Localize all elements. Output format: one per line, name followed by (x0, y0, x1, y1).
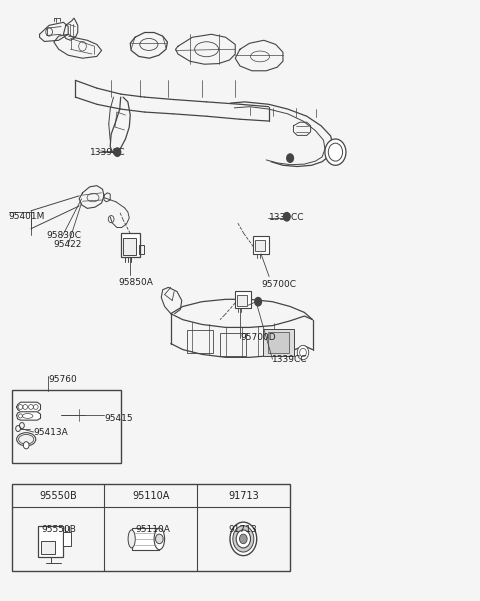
Polygon shape (17, 402, 40, 412)
Bar (122, 238, 136, 255)
Circle shape (283, 213, 290, 221)
Text: 95110A: 95110A (132, 490, 169, 501)
Bar (237, 295, 247, 306)
Bar (220, 333, 246, 356)
Bar (63, 532, 71, 546)
Bar (12, 390, 120, 463)
Text: 95830C: 95830C (47, 231, 82, 240)
Text: 95550B: 95550B (41, 525, 76, 534)
Circle shape (287, 154, 293, 162)
Ellipse shape (19, 435, 34, 444)
Text: 95550B: 95550B (39, 490, 77, 501)
Circle shape (24, 442, 29, 449)
Circle shape (230, 522, 257, 556)
Text: 95413A: 95413A (34, 427, 69, 436)
Text: 95110A: 95110A (135, 525, 170, 534)
Text: 95700D: 95700D (240, 333, 276, 342)
Text: 95401M: 95401M (9, 212, 45, 221)
Polygon shape (17, 412, 40, 420)
Circle shape (156, 534, 163, 544)
Circle shape (233, 526, 254, 552)
Text: 1339CC: 1339CC (269, 213, 304, 222)
Circle shape (240, 534, 247, 544)
Text: 91713: 91713 (228, 490, 259, 501)
Text: 95700C: 95700C (262, 281, 297, 290)
Bar (38, 526, 63, 557)
Bar (12, 484, 289, 571)
Bar (40, 541, 55, 554)
Text: 95850A: 95850A (118, 278, 153, 287)
Ellipse shape (17, 433, 36, 446)
Text: 95422: 95422 (53, 240, 81, 249)
Bar (253, 236, 269, 254)
Bar (268, 332, 289, 353)
Text: 1339CC: 1339CC (90, 148, 125, 157)
Ellipse shape (128, 530, 135, 548)
Text: 91713: 91713 (228, 525, 257, 534)
Text: 95415: 95415 (104, 415, 132, 424)
Circle shape (236, 530, 251, 548)
Circle shape (297, 346, 309, 360)
Bar (132, 528, 159, 550)
Bar (187, 330, 213, 353)
Circle shape (325, 139, 346, 165)
Bar (139, 245, 144, 254)
Circle shape (114, 148, 120, 156)
Bar (235, 291, 251, 308)
Bar (255, 240, 265, 251)
Circle shape (255, 297, 262, 306)
Text: 1339CC: 1339CC (273, 355, 308, 364)
Bar (263, 329, 294, 356)
Ellipse shape (154, 528, 165, 550)
Text: 95760: 95760 (48, 375, 77, 384)
Bar (120, 234, 140, 257)
